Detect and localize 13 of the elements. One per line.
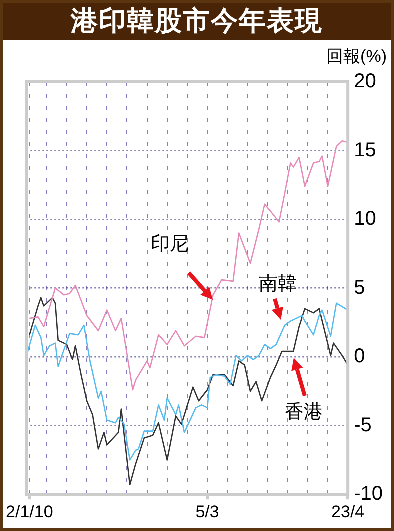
x-tick-label: 5/3 — [196, 502, 220, 522]
y-axis-title: 回報(%) — [326, 46, 387, 68]
series-label: 香港 — [285, 401, 323, 425]
y-tick-label: 15 — [354, 139, 376, 162]
y-tick-label: 0 — [354, 346, 366, 368]
y-tick-label: 5 — [354, 276, 366, 299]
y-tick-label: 10 — [354, 208, 376, 230]
y-tick-label: -5 — [354, 414, 372, 436]
series-label: 南韓 — [259, 273, 297, 297]
y-tick-label: 20 — [354, 70, 376, 93]
x-tick-label: 2/1/10 — [6, 502, 54, 522]
text: 印尼 — [151, 233, 189, 257]
chart-title: 港印韓股市今年表現 — [3, 3, 391, 40]
